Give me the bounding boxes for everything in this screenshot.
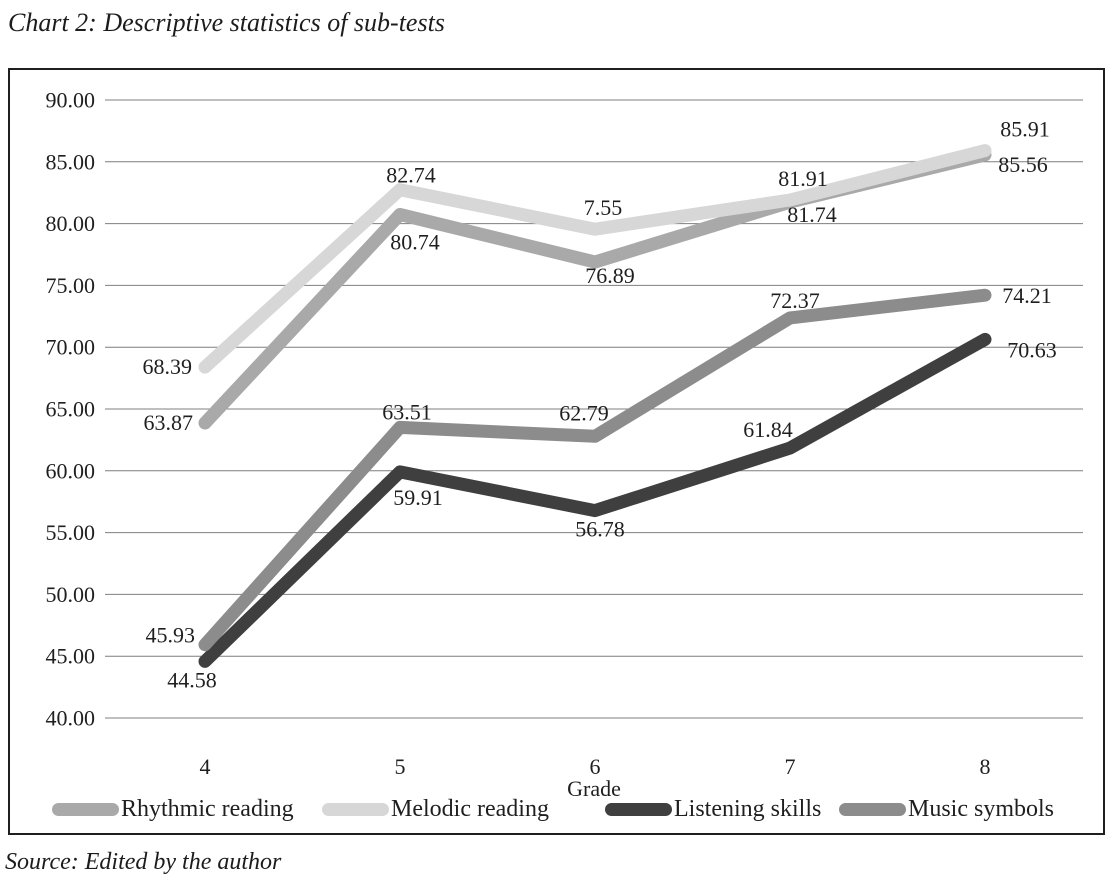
chart-panel: 90.00 85.00 80.00 75.00 70.00 65.00 60.00 55.00… xyxy=(8,68,1105,835)
y-axis-tick-label: 80.00 xyxy=(46,211,96,236)
legend-swatch-melodic-reading xyxy=(322,802,389,816)
legend-label-listening-skills: Listening skills xyxy=(674,796,822,822)
data-label: 72.37 xyxy=(770,288,820,313)
legend-label-music-symbols: Music symbols xyxy=(908,796,1055,822)
y-axis-tick-label: 65.00 xyxy=(46,397,96,422)
y-axis-tick-label: 60.00 xyxy=(46,458,96,483)
data-label: 7.55 xyxy=(584,195,623,220)
series-line-listening-skills xyxy=(198,332,992,668)
data-label: 81.74 xyxy=(787,202,837,227)
y-axis-tick-label: 45.00 xyxy=(46,644,96,669)
data-label: 45.93 xyxy=(146,623,196,648)
x-axis-tick-label: 4 xyxy=(200,754,211,779)
y-axis-tick-label: 75.00 xyxy=(46,273,96,298)
data-label: 80.74 xyxy=(390,229,440,254)
data-label: 85.91 xyxy=(1000,117,1050,142)
legend-swatch-listening-skills xyxy=(605,802,672,816)
data-label: 59.91 xyxy=(393,485,443,510)
data-label: 81.91 xyxy=(778,166,828,191)
data-label: 76.89 xyxy=(585,263,635,288)
chart-title: Chart 2: Descriptive statistics of sub-t… xyxy=(8,8,445,37)
x-axis-tick-label: 7 xyxy=(785,754,796,779)
y-axis-tick-label: 55.00 xyxy=(46,520,96,545)
data-label: 68.39 xyxy=(143,354,193,379)
series-line-melodic-reading xyxy=(198,144,992,374)
series-line-music-symbols xyxy=(198,288,992,652)
x-axis-tick-label: 5 xyxy=(395,754,406,779)
data-label: 62.79 xyxy=(559,400,609,425)
legend-item-listening-skills: Listening skills xyxy=(605,794,821,824)
legend-item-music-symbols: Music symbols xyxy=(839,794,1054,824)
data-label: 70.63 xyxy=(1007,337,1057,362)
y-axis-tick-label: 40.00 xyxy=(46,706,96,731)
legend-label-melodic-reading: Melodic reading xyxy=(391,796,549,822)
legend-swatch-music-symbols xyxy=(839,802,906,816)
line-chart: 90.00 85.00 80.00 75.00 70.00 65.00 60.00 55.00… xyxy=(46,88,1083,801)
data-label: 74.21 xyxy=(1002,283,1052,308)
x-axis-tick-label: 8 xyxy=(980,754,991,779)
legend-label-rhythmic-reading: Rhythmic reading xyxy=(121,796,294,822)
chart-legend: Rhythmic reading Melodic reading Listening… xyxy=(10,794,1103,832)
data-label: 63.51 xyxy=(382,399,432,424)
legend-item-melodic-reading: Melodic reading xyxy=(322,794,549,824)
source-note: Source: Edited by the author xyxy=(5,849,282,875)
y-axis-tick-label: 90.00 xyxy=(46,88,96,113)
y-axis-tick-label: 85.00 xyxy=(46,149,96,174)
legend-swatch-rhythmic-reading xyxy=(52,802,119,816)
x-axis-tick-label: 6 xyxy=(590,754,601,779)
y-axis-tick-label: 50.00 xyxy=(46,582,96,607)
data-label: 61.84 xyxy=(743,417,793,442)
x-axis-title: Grade xyxy=(567,776,621,801)
data-label: 63.87 xyxy=(144,410,194,435)
data-label: 85.56 xyxy=(998,152,1048,177)
data-label: 56.78 xyxy=(575,517,625,542)
data-label: 82.74 xyxy=(386,163,436,188)
y-axis-tick-label: 70.00 xyxy=(46,335,96,360)
legend-item-rhythmic-reading: Rhythmic reading xyxy=(52,794,294,824)
data-label: 44.58 xyxy=(167,667,217,692)
